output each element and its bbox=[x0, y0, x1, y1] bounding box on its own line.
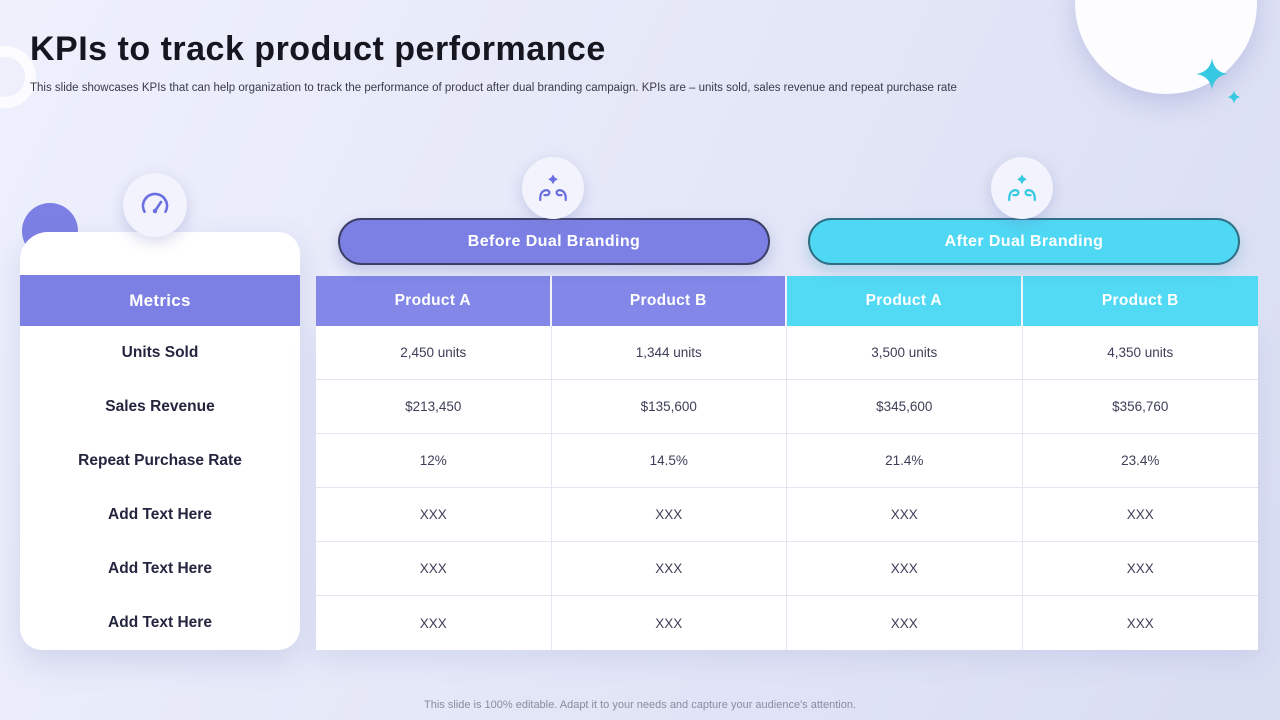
cell-placeholder[interactable]: XXX bbox=[787, 488, 1023, 541]
cell: $213,450 bbox=[316, 380, 552, 433]
cell: 4,350 units bbox=[1107, 345, 1174, 360]
table-row-placeholder-1: XXX XXX XXX XXX bbox=[316, 488, 1258, 542]
metrics-header: Metrics bbox=[20, 275, 300, 326]
cell-placeholder[interactable]: XXX bbox=[552, 542, 787, 595]
sparkle-small-icon bbox=[1227, 90, 1241, 104]
column-header-after-product-b: Product B bbox=[1022, 276, 1258, 326]
cell-placeholder[interactable]: XXX bbox=[787, 596, 1023, 650]
slide-subtitle: This slide showcases KPIs that can help … bbox=[30, 82, 957, 94]
cell: 1,344 units bbox=[552, 326, 787, 379]
table-row-placeholder-2: XXX XXX XXX XXX bbox=[316, 542, 1258, 596]
footer-note: This slide is 100% editable. Adapt it to… bbox=[424, 699, 856, 711]
kpi-table: Product A Product B Product A Product B … bbox=[316, 276, 1258, 650]
sparkle-icon bbox=[1196, 58, 1228, 90]
cell-placeholder[interactable]: XXX bbox=[316, 542, 552, 595]
table-row-sales-revenue: $213,450 $135,600 $345,600 $356,760 bbox=[316, 380, 1258, 434]
metric-label-units-sold: Units Sold bbox=[121, 344, 199, 361]
cell: 2,450 units bbox=[316, 326, 552, 379]
cell: 14.5% bbox=[552, 434, 787, 487]
hands-icon-after bbox=[991, 157, 1053, 219]
decor-ring bbox=[0, 46, 36, 108]
page-title: KPIs to track product performance bbox=[30, 30, 606, 68]
cell-placeholder[interactable]: XXX bbox=[1126, 507, 1154, 522]
cell: 3,500 units bbox=[787, 326, 1023, 379]
cell: $135,600 bbox=[552, 380, 787, 433]
column-header-after-product-a: Product A bbox=[787, 276, 1023, 326]
cell: 12% bbox=[316, 434, 552, 487]
cell: 23.4% bbox=[1121, 453, 1160, 468]
metric-rows: Units Sold Sales Revenue Repeat Purchase… bbox=[20, 326, 300, 650]
cell: 21.4% bbox=[787, 434, 1023, 487]
cell: $356,760 bbox=[1112, 399, 1169, 414]
table-header-row: Product A Product B Product A Product B bbox=[316, 276, 1258, 326]
metrics-panel: Metrics Units Sold Sales Revenue Repeat … bbox=[20, 232, 300, 650]
after-dual-branding-pill: After Dual Branding bbox=[808, 218, 1240, 265]
cell-placeholder[interactable]: XXX bbox=[552, 596, 787, 650]
column-header-before-product-a: Product A bbox=[316, 276, 552, 326]
cell: $345,600 bbox=[787, 380, 1023, 433]
cell-placeholder[interactable]: XXX bbox=[316, 596, 552, 650]
hands-icon-before bbox=[522, 157, 584, 219]
table-row-repeat-purchase-rate: 12% 14.5% 21.4% 23.4% bbox=[316, 434, 1258, 488]
table-body: 2,450 units 1,344 units 3,500 units 4,35… bbox=[316, 326, 1258, 650]
cell-placeholder[interactable]: XXX bbox=[1126, 561, 1154, 576]
table-row-units-sold: 2,450 units 1,344 units 3,500 units 4,35… bbox=[316, 326, 1258, 380]
cell-placeholder[interactable]: XXX bbox=[552, 488, 787, 541]
metric-label-placeholder-2[interactable]: Add Text Here bbox=[108, 560, 212, 577]
decor-circle bbox=[1075, 0, 1257, 94]
before-dual-branding-pill: Before Dual Branding bbox=[338, 218, 770, 265]
metric-label-placeholder-1[interactable]: Add Text Here bbox=[108, 506, 212, 523]
metric-label-repeat-purchase-rate: Repeat Purchase Rate bbox=[78, 452, 242, 469]
cell-placeholder[interactable]: XXX bbox=[1126, 615, 1154, 631]
cell-placeholder[interactable]: XXX bbox=[316, 488, 552, 541]
column-header-before-product-b: Product B bbox=[551, 276, 787, 326]
cell-placeholder[interactable]: XXX bbox=[787, 542, 1023, 595]
gauge-icon bbox=[123, 173, 187, 237]
metric-label-sales-revenue: Sales Revenue bbox=[105, 398, 215, 415]
metric-label-placeholder-3[interactable]: Add Text Here bbox=[108, 614, 212, 631]
table-row-placeholder-3: XXX XXX XXX XXX bbox=[316, 596, 1258, 650]
